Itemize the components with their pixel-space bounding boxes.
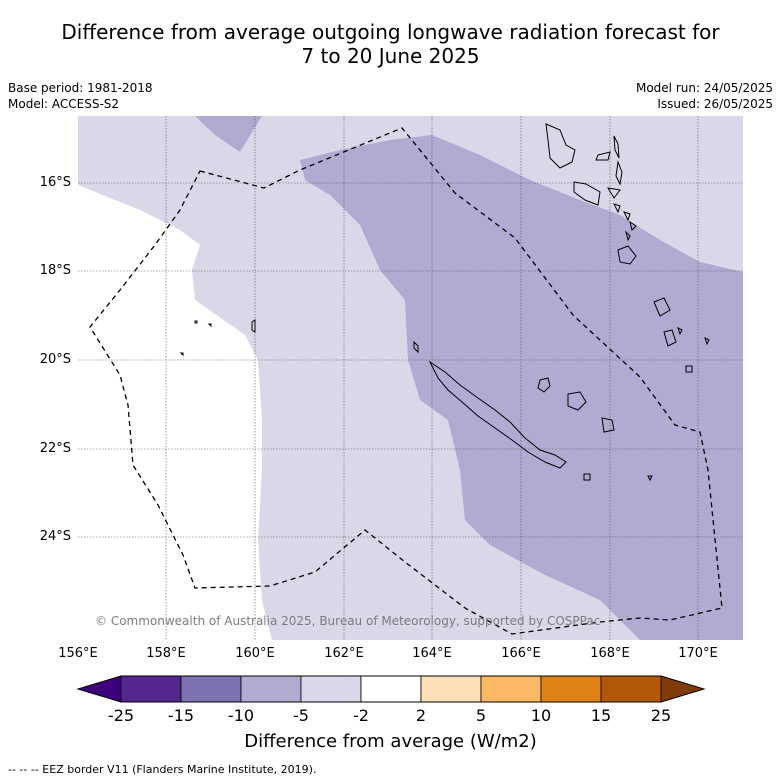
lat-label-24s: 24°S (39, 529, 71, 544)
colorbar-outline (76, 675, 706, 703)
island-aneityum (685, 365, 693, 373)
map-field (78, 116, 743, 640)
colorbar-tick-label: -25 (107, 706, 135, 725)
lon-label-162e: 162°E (324, 646, 364, 661)
lon-label-170e: 170°E (678, 646, 718, 661)
colorbar-segment (360, 675, 422, 703)
base-period-text: Base period: 1981-2018 (8, 81, 153, 95)
lon-label-164e: 164°E (412, 646, 452, 661)
colorbar-segment (300, 675, 362, 703)
island-malakula (573, 181, 601, 206)
colorbar-tick-label: 15 (590, 706, 612, 725)
colorbar-tick-label: 10 (530, 706, 552, 725)
lon-label-158e: 158°E (146, 646, 186, 661)
island-pentecost (615, 160, 623, 186)
island-chesterfield (251, 319, 256, 333)
island-pines (583, 473, 591, 481)
island-emae (625, 230, 631, 242)
island-lifou (567, 391, 587, 411)
lon-label-166e: 166°E (501, 646, 541, 661)
island-tanna (663, 329, 677, 347)
colorbar-tick-label: -10 (227, 706, 255, 725)
island-maewo (613, 135, 620, 159)
reef-specks (179, 320, 212, 357)
lat-label-18s: 18°S (39, 263, 71, 278)
island-ouvea (537, 377, 551, 393)
colorbar-left-arrow (78, 676, 121, 702)
eez-footnote: -- -- -- EEZ border V11 (Flanders Marine… (8, 763, 317, 776)
model-text: Model: ACCESS-S2 (8, 97, 120, 111)
colorbar-segment (180, 675, 242, 703)
lon-label-160e: 160°E (235, 646, 275, 661)
lat-label-22s: 22°S (39, 441, 71, 456)
colorbar-segment (480, 675, 542, 703)
colorbar-tick-label: 2 (415, 706, 427, 725)
island-erromango (653, 297, 671, 317)
island-efate (617, 245, 637, 265)
map-gridlines (78, 116, 743, 640)
colorbar-segment (240, 675, 302, 703)
new-caledonia-island (428, 360, 567, 469)
colorbar-segments (120, 675, 662, 703)
chart-title-line1: Difference from average outgoing longwav… (61, 20, 720, 44)
lat-label-20s: 20°S (39, 352, 71, 367)
model-run-text: Model run: 24/05/2025 (635, 81, 773, 95)
colorbar-tick-label: -15 (167, 706, 195, 725)
top-negative-anomaly-patch (195, 116, 262, 152)
issued-text: Issued: 26/05/2025 (657, 97, 773, 111)
lon-label-156e: 156°E (58, 646, 98, 661)
chart-title-line2: 7 to 20 June 2025 (301, 44, 480, 68)
colorbar-tick-label: 5 (475, 706, 487, 725)
colorbar-segment (540, 675, 602, 703)
island-belep (413, 340, 419, 354)
island-futuna (704, 337, 710, 346)
colorbar-right-arrow (661, 676, 704, 702)
colorbar-segment (120, 675, 182, 703)
colorbar-tick-label: 25 (650, 706, 672, 725)
colorbar-segment (420, 675, 482, 703)
eez-border (89, 127, 723, 635)
colorbar-title: Difference from average (W/m2) (244, 731, 537, 752)
island-ambrym (607, 187, 621, 199)
island-aniwa (677, 327, 683, 336)
island-ambae (595, 151, 611, 161)
colorbar-segment (600, 675, 662, 703)
lat-label-16s: 16°S (39, 175, 71, 190)
island-matthew (647, 475, 653, 482)
island-espiritu-santo (545, 123, 576, 169)
colorbar (76, 675, 706, 703)
lon-label-168e: 168°E (590, 646, 630, 661)
copyright-notice: © Commonwealth of Australia 2025, Bureau… (95, 614, 601, 628)
island-mare (601, 417, 615, 433)
colorbar-tick-label: -5 (293, 706, 309, 725)
colorbar-tick-label: -2 (353, 706, 369, 725)
island-shepherd-group (613, 203, 637, 231)
